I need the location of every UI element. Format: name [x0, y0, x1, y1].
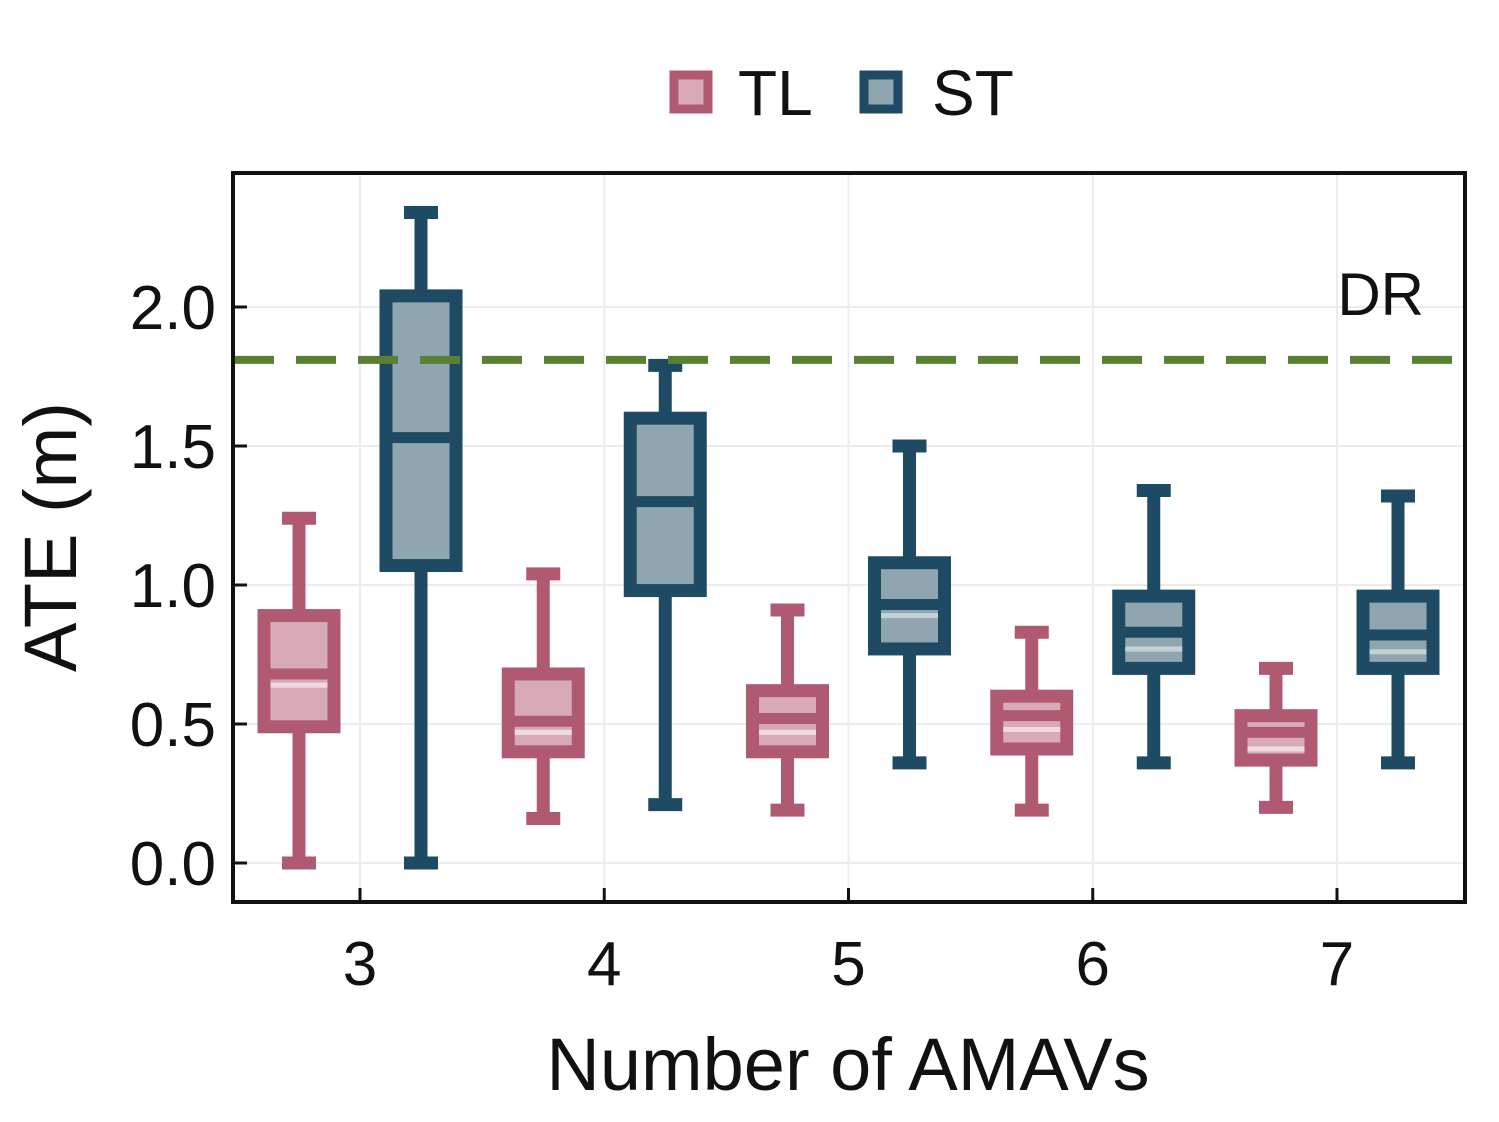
- box-st-4: [623, 358, 707, 812]
- y-tick-label-0: 0.0: [130, 830, 216, 899]
- x-tick-label-5: 5: [831, 930, 865, 999]
- box-tl-4: [501, 567, 585, 826]
- legend-label-tl: TL: [738, 57, 813, 129]
- dr-reference-label: DR: [1337, 261, 1424, 328]
- box-iqr: [990, 689, 1074, 756]
- x-tick-label-4: 4: [587, 930, 621, 999]
- box-tl-5: [746, 603, 829, 817]
- plot-area: [257, 205, 1440, 870]
- y-tick-label-1: 0.5: [130, 691, 216, 760]
- box-st-7: [1356, 489, 1440, 770]
- y-tick-label-3: 1.5: [130, 413, 216, 482]
- y-tick-label-2: 1.0: [130, 552, 216, 621]
- x-tick-label-6: 6: [1076, 930, 1110, 999]
- legend-swatch-tl: [669, 70, 713, 114]
- box-iqr: [501, 667, 585, 759]
- x-tick-label-3: 3: [343, 930, 377, 999]
- box-tl-6: [990, 625, 1074, 817]
- x-tick-label-7: 7: [1320, 930, 1354, 999]
- box-iqr: [1234, 709, 1318, 767]
- reference-line-group: DR: [234, 261, 1465, 364]
- x-axis-title: Number of AMAVs: [546, 1023, 1149, 1106]
- legend-label-st: ST: [932, 57, 1014, 129]
- legend: TL ST: [669, 57, 1014, 129]
- box-tl-3: [257, 511, 341, 870]
- box-st-3: [379, 205, 463, 870]
- box-st-5: [868, 439, 951, 770]
- y-tick-label-4: 2.0: [130, 274, 216, 343]
- legend-swatch-st: [859, 70, 903, 114]
- box-st-6: [1112, 483, 1196, 770]
- box-tl-7: [1234, 661, 1318, 814]
- axis-ticks: 0.0 0.5 1.0 1.5 2.0 3 4 5 6 7: [130, 274, 1354, 999]
- y-axis-title: ATE (m): [9, 402, 92, 672]
- box-iqr: [379, 289, 463, 573]
